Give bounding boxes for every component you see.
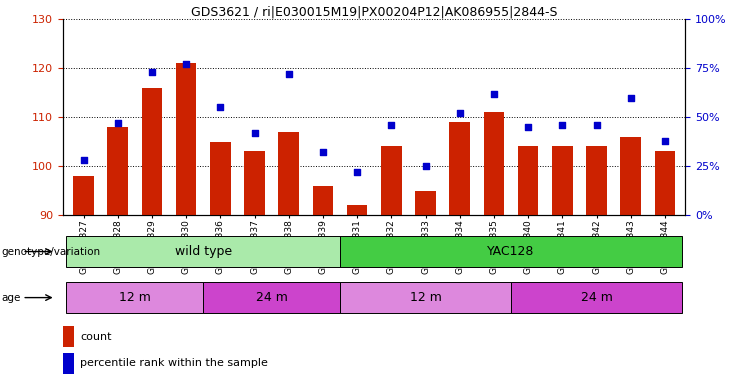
Text: count: count [81, 331, 112, 341]
Bar [279, 132, 299, 215]
Bar [67, 282, 203, 313]
Bar [142, 88, 162, 215]
Point [112, 120, 124, 126]
Point [248, 130, 260, 136]
Point [625, 94, 637, 101]
Bar [654, 151, 675, 215]
Bar [107, 127, 128, 215]
Bar [73, 176, 94, 215]
Text: genotype/variation: genotype/variation [1, 247, 101, 257]
Bar [381, 147, 402, 215]
Point [214, 104, 226, 111]
Point [659, 137, 671, 144]
Point [283, 71, 295, 77]
Bar [347, 205, 368, 215]
Bar [552, 147, 573, 215]
Text: percentile rank within the sample: percentile rank within the sample [81, 358, 268, 368]
Point [591, 122, 602, 128]
Point [78, 157, 90, 163]
Bar [620, 137, 641, 215]
Bar [340, 236, 682, 267]
Point [488, 91, 500, 97]
Text: 24 m: 24 m [580, 291, 613, 304]
Point [317, 149, 329, 156]
Text: wild type: wild type [175, 245, 232, 258]
Bar [511, 282, 682, 313]
Bar [63, 353, 74, 374]
Point [351, 169, 363, 175]
Point [556, 122, 568, 128]
Bar [450, 122, 470, 215]
Bar [63, 326, 74, 347]
Bar [67, 236, 340, 267]
Point [180, 61, 192, 67]
Point [522, 124, 534, 130]
Bar [518, 147, 539, 215]
Bar [245, 151, 265, 215]
Bar [484, 112, 504, 215]
Bar [586, 147, 607, 215]
Bar [210, 142, 230, 215]
Text: age: age [1, 293, 21, 303]
Bar [415, 190, 436, 215]
Bar [203, 282, 340, 313]
Bar [176, 63, 196, 215]
Text: 24 m: 24 m [256, 291, 288, 304]
Point [385, 122, 397, 128]
Bar [340, 282, 511, 313]
Title: GDS3621 / ri|E030015M19|PX00204P12|AK086955|2844-S: GDS3621 / ri|E030015M19|PX00204P12|AK086… [191, 5, 557, 18]
Text: YAC128: YAC128 [488, 245, 535, 258]
Text: 12 m: 12 m [119, 291, 150, 304]
Point [419, 163, 431, 169]
Bar [313, 186, 333, 215]
Point [453, 110, 465, 116]
Point [146, 69, 158, 75]
Text: 12 m: 12 m [410, 291, 442, 304]
